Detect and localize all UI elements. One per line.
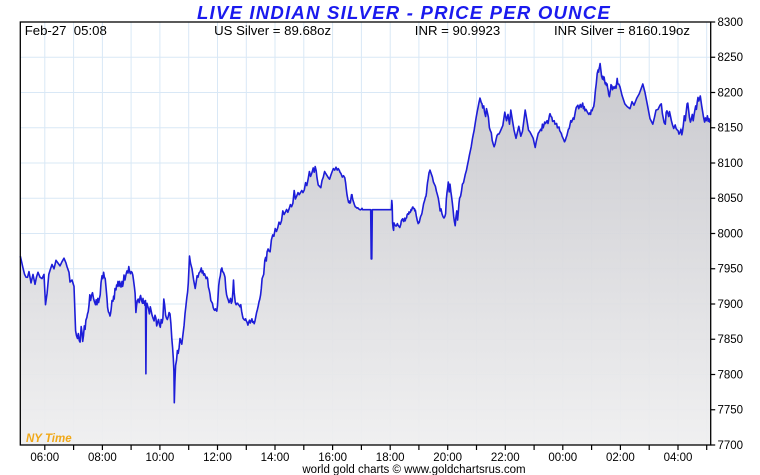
svg-text:8100: 8100 xyxy=(718,158,744,170)
svg-text:8250: 8250 xyxy=(718,52,744,64)
svg-text:00:00: 00:00 xyxy=(548,452,577,464)
svg-text:16:00: 16:00 xyxy=(318,452,347,464)
svg-text:8000: 8000 xyxy=(718,228,744,240)
svg-text:Feb-27 05:08: Feb-27 05:08 xyxy=(25,23,107,38)
svg-text:7800: 7800 xyxy=(718,369,744,381)
svg-text:14:00: 14:00 xyxy=(261,452,290,464)
svg-text:04:00: 04:00 xyxy=(664,452,693,464)
svg-text:world gold charts © www.goldch: world gold charts © www.goldchartsrus.co… xyxy=(301,464,525,475)
svg-text:08:00: 08:00 xyxy=(88,452,117,464)
svg-text:7750: 7750 xyxy=(718,405,744,417)
svg-text:20:00: 20:00 xyxy=(433,452,462,464)
svg-text:7700: 7700 xyxy=(718,440,744,452)
svg-text:7850: 7850 xyxy=(718,334,744,346)
svg-text:7900: 7900 xyxy=(718,299,744,311)
svg-text:INR = 90.9923: INR = 90.9923 xyxy=(415,23,500,38)
svg-text:10:00: 10:00 xyxy=(146,452,175,464)
svg-text:US Silver = 89.68oz: US Silver = 89.68oz xyxy=(214,23,331,38)
svg-text:06:00: 06:00 xyxy=(30,452,59,464)
svg-text:LIVE INDIAN SILVER - PRICE PER: LIVE INDIAN SILVER - PRICE PER OUNCE xyxy=(197,2,611,23)
svg-text:18:00: 18:00 xyxy=(376,452,405,464)
svg-text:8150: 8150 xyxy=(718,123,744,135)
svg-text:8050: 8050 xyxy=(718,193,744,205)
svg-text:8300: 8300 xyxy=(718,17,744,29)
svg-text:8200: 8200 xyxy=(718,87,744,99)
svg-text:12:00: 12:00 xyxy=(203,452,232,464)
svg-text:22:00: 22:00 xyxy=(491,452,520,464)
svg-text:7950: 7950 xyxy=(718,264,744,276)
svg-text:02:00: 02:00 xyxy=(606,452,635,464)
svg-text:INR Silver = 8160.19oz: INR Silver = 8160.19oz xyxy=(554,23,690,38)
svg-text:NY Time: NY Time xyxy=(26,433,72,445)
